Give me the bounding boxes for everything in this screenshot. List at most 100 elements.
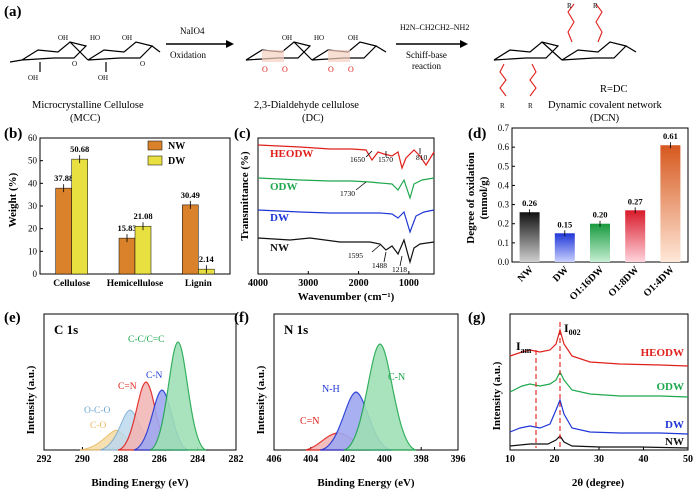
ann-1488: 1488 (372, 261, 387, 270)
panel-b-bars: 37.88 50.68 15.83 21.08 30.49 2.14 (54, 144, 215, 275)
dcn-structure (493, 41, 637, 61)
mcc-name: Microcrystalline Cellulose (32, 100, 144, 111)
panel-a: (a) OH HO OH O O OH OH Microcrystalline Cell… (4, 2, 662, 124)
e-xtick-label: 292 (37, 454, 52, 465)
panel-c-xaxis: 4000 3000 2000 1000 (248, 271, 419, 289)
step2-reagent: H2N–CH2CH2–NH2 (400, 23, 469, 32)
d-value-label: 0.26 (522, 198, 537, 208)
d-bar (519, 212, 540, 262)
panel-b-label: (b) (4, 126, 22, 142)
spectrum-nw (257, 237, 435, 265)
b-value-label: 37.88 (54, 173, 73, 183)
xrd-label-dw: DW (665, 419, 684, 431)
svg-text:OH: OH (28, 74, 38, 82)
f-xtick-label: 396 (451, 454, 466, 465)
svg-text:OH: OH (348, 34, 358, 42)
c-xtick-label: 1000 (399, 278, 419, 289)
c-xtick-label: 4000 (248, 278, 268, 289)
xrd-nw (509, 435, 689, 449)
d-value-label: 0.20 (593, 210, 608, 220)
spectrum-heodw (257, 144, 435, 170)
peak-f-label-nh: N-H (322, 384, 340, 395)
panel-g-label: (g) (468, 310, 486, 326)
e-xtick-label: 290 (75, 454, 90, 465)
panel-e-title: C 1s (54, 322, 78, 337)
d-ytick-label: 0.5 (498, 161, 510, 171)
d-ytick-label: 0.6 (498, 142, 510, 152)
dcn-linkers (499, 3, 603, 97)
b-bar (134, 225, 152, 275)
mcc-structure (9, 41, 161, 72)
g-xtick-label: 30 (594, 454, 604, 465)
step2-name-2: reaction (412, 61, 441, 71)
svg-text:R: R (528, 102, 533, 110)
legend-nw: NW (168, 141, 185, 152)
panel-c: (c) Transmittance (%) 4000 3000 2000 1000 W… (234, 126, 435, 303)
peak-f-label-cn-double: C=N (300, 416, 320, 427)
e-xtick-label: 288 (113, 454, 128, 465)
e-xtick-label: 282 (229, 454, 244, 465)
step1-name: Oxidation (170, 50, 206, 60)
peak-label-oco: O-C-O (84, 406, 111, 416)
svg-text:R: R (500, 102, 505, 110)
svg-text:O: O (282, 65, 288, 74)
xrd-label-odw: ODW (657, 381, 685, 393)
d-ytick-label: 0.2 (498, 219, 509, 229)
peak-f-label-cn: C-N (388, 372, 405, 383)
r-definition: R=DC (600, 84, 628, 95)
svg-text:OH: OH (98, 74, 108, 82)
b-value-label: 21.08 (133, 211, 152, 221)
ann-1570: 1570 (378, 155, 393, 164)
xrd-label-nw: NW (665, 436, 684, 448)
spectrum-odw (257, 177, 435, 201)
panel-g: (g) Intensity (a.u.) 10 20 30 40 50 2θ (degr… (468, 310, 693, 489)
panel-b-ylabel: Weight (%) (7, 172, 19, 227)
b-ytick-label: 30 (28, 201, 38, 211)
d-ytick-label: 0.4 (498, 180, 510, 190)
i002-label: I002 (564, 321, 581, 337)
panel-c-ylabel: Transmittance (%) (239, 151, 251, 241)
b-ytick-label: 0 (33, 269, 38, 279)
step1-reagent: NaIO4 (180, 26, 205, 36)
panel-d: (d) Degree of oxidation (mmol/g) 0.00.10… (465, 123, 689, 303)
svg-text:OH: OH (282, 34, 292, 42)
b-bar (71, 158, 88, 275)
panel-c-annotations: 1650 1570 810 1730 1595 1488 1218 (340, 153, 428, 274)
b-bar (118, 237, 136, 275)
b-ytick-label: 20 (28, 224, 38, 234)
mcc-atoms: OH HO OH O O OH OH (28, 34, 145, 82)
label-odw: ODW (270, 181, 298, 193)
svg-text:OH: OH (58, 34, 68, 42)
panel-d-ylabel-1: Degree of oxidation (465, 152, 477, 243)
dc-abbr: (DC) (302, 113, 324, 124)
f-xtick-label: 398 (414, 454, 429, 465)
d-bar (590, 223, 610, 262)
svg-text:OH: OH (122, 34, 132, 42)
d-bar (554, 233, 575, 262)
b-value-label: 50.68 (70, 144, 89, 154)
d-value-label: 0.27 (628, 196, 644, 206)
panel-f-title: N 1s (284, 322, 308, 337)
d-category: DW (551, 264, 571, 284)
legend-dw-swatch (147, 155, 163, 166)
dcn-name: Dynamic covalent network (548, 100, 662, 111)
panel-d-bars: 0.26 0.15 0.20 0.27 0.61 (519, 131, 681, 262)
peak-label-cn-double: C=N (118, 382, 137, 392)
panel-e: (e) Intensity (a.u.) C 1s 292 290 288 286 28… (4, 310, 244, 489)
label-nw: NW (270, 242, 289, 254)
b-ytick-label: 60 (28, 133, 38, 143)
peak-f-cn (343, 343, 417, 451)
legend-nw-swatch (147, 140, 163, 151)
panel-g-ylabel: Intensity (a.u.) (491, 361, 503, 430)
f-xtick-label: 404 (303, 454, 318, 465)
b-category: Hemicellulose (107, 279, 163, 289)
panel-a-label: (a) (4, 4, 22, 20)
peak-label-co: C-O (90, 421, 107, 431)
b-value-label: 2.14 (199, 254, 215, 264)
ann-810: 810 (416, 153, 428, 162)
b-ytick-label: 40 (28, 178, 38, 188)
e-xtick-label: 286 (152, 454, 167, 465)
dc-atoms: OH HO OH (282, 34, 358, 42)
peak-label-cc: C-C/C=C (128, 335, 165, 345)
